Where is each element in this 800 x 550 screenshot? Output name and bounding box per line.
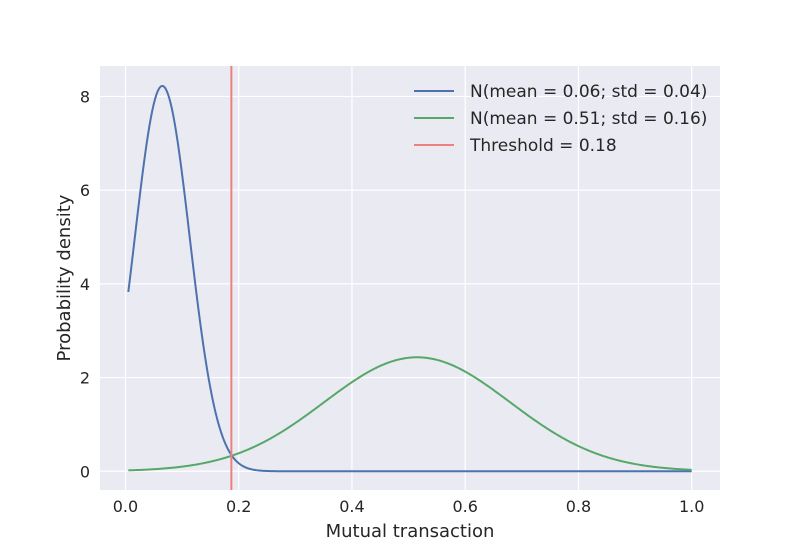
y-tick-label: 6 — [80, 181, 90, 200]
grid — [100, 66, 720, 490]
y-tick-label: 2 — [80, 369, 90, 388]
series-line-2 — [128, 356, 692, 472]
plot-background — [100, 66, 720, 490]
x-tick-label: 0.6 — [452, 497, 477, 516]
x-tick-labels: 0.0 0.2 0.4 0.6 0.8 1.0 — [113, 497, 705, 516]
legend: N(mean = 0.06; std = 0.04) N(mean = 0.51;… — [414, 82, 707, 156]
x-tick-label: 0.2 — [226, 497, 251, 516]
x-tick-label: 0.0 — [113, 497, 138, 516]
x-tick-label: 0.4 — [339, 497, 364, 516]
x-tick-label: 0.8 — [566, 497, 591, 516]
y-tick-label: 0 — [80, 462, 90, 481]
y-tick-labels: 0 2 4 6 8 — [80, 87, 90, 481]
y-tick-label: 8 — [80, 87, 90, 106]
legend-label: N(mean = 0.06; std = 0.04) — [470, 82, 707, 102]
x-tick-label: 1.0 — [679, 497, 704, 516]
legend-label: Threshold = 0.18 — [469, 136, 617, 156]
legend-label: N(mean = 0.51; std = 0.16) — [470, 109, 707, 129]
y-axis-label: Probability density — [54, 194, 75, 361]
series-line-1 — [127, 84, 692, 473]
x-axis-label: Mutual transaction — [326, 521, 495, 542]
y-tick-label: 4 — [80, 275, 90, 294]
series-lines — [127, 66, 692, 490]
